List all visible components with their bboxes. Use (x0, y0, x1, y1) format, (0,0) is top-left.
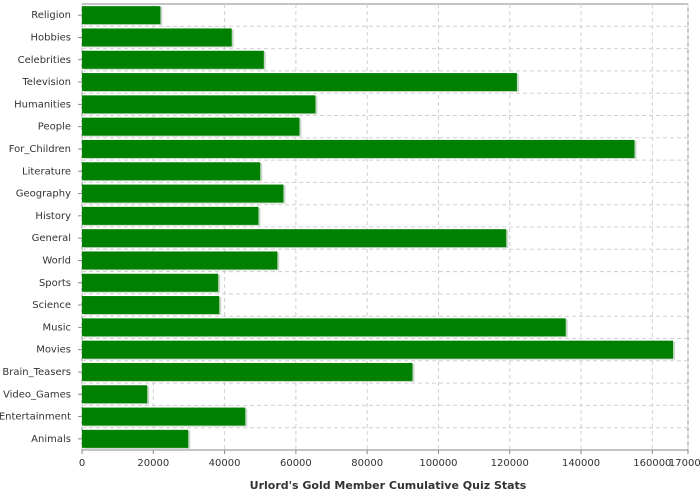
bar (82, 162, 261, 181)
x-tick-label: 40000 (209, 458, 241, 469)
y-tick-label: Religion (31, 10, 71, 21)
bar (82, 251, 278, 270)
x-tick-label: 20000 (137, 458, 169, 469)
bar (82, 117, 300, 136)
bar (82, 95, 316, 114)
y-tick-label: World (42, 255, 71, 266)
bar (82, 229, 507, 248)
y-tick-label: Literature (22, 166, 71, 177)
x-tick-label: 140000 (562, 458, 600, 469)
y-tick-label: Humanities (14, 99, 71, 110)
x-tick-label: 170000 (669, 458, 700, 469)
y-tick-label: Movies (36, 345, 71, 356)
x-tick-label: 0 (79, 458, 85, 469)
x-tick-label: 120000 (491, 458, 529, 469)
y-tick-label: Science (32, 300, 71, 311)
y-tick-label: Geography (16, 189, 71, 200)
y-tick-label: Animals (31, 434, 71, 445)
y-tick-label: General (32, 233, 71, 244)
bar (82, 28, 232, 47)
bar (82, 429, 189, 448)
x-tick-label: 100000 (419, 458, 457, 469)
bar (82, 273, 219, 292)
y-tick-label: Music (43, 322, 71, 333)
bar (82, 362, 413, 381)
bar (82, 50, 264, 69)
x-axis-label: Urlord's Gold Member Cumulative Quiz Sta… (250, 479, 527, 492)
y-tick-label: History (35, 211, 71, 222)
bar (82, 340, 674, 359)
y-tick-label: Brain_Teasers (2, 367, 71, 378)
bar (82, 318, 566, 337)
bar (82, 296, 220, 315)
bar (82, 385, 148, 404)
y-tick-label: Hobbies (31, 32, 71, 43)
y-tick-label: Entertainment (0, 412, 71, 423)
bar (82, 73, 517, 92)
bar (82, 139, 635, 158)
bar (82, 184, 284, 203)
x-tick-label: 160000 (633, 458, 671, 469)
y-tick-label: Television (21, 77, 71, 88)
x-tick-label: 80000 (351, 458, 383, 469)
y-tick-label: For_Children (9, 144, 71, 155)
y-tick-label: Video_Games (3, 389, 71, 400)
bar (82, 206, 259, 225)
y-tick-label: Celebrities (18, 55, 71, 66)
bar (82, 6, 161, 25)
y-tick-label: Sports (39, 278, 71, 289)
bar (82, 407, 246, 426)
y-tick-label: People (38, 122, 71, 133)
x-tick-label: 60000 (280, 458, 312, 469)
